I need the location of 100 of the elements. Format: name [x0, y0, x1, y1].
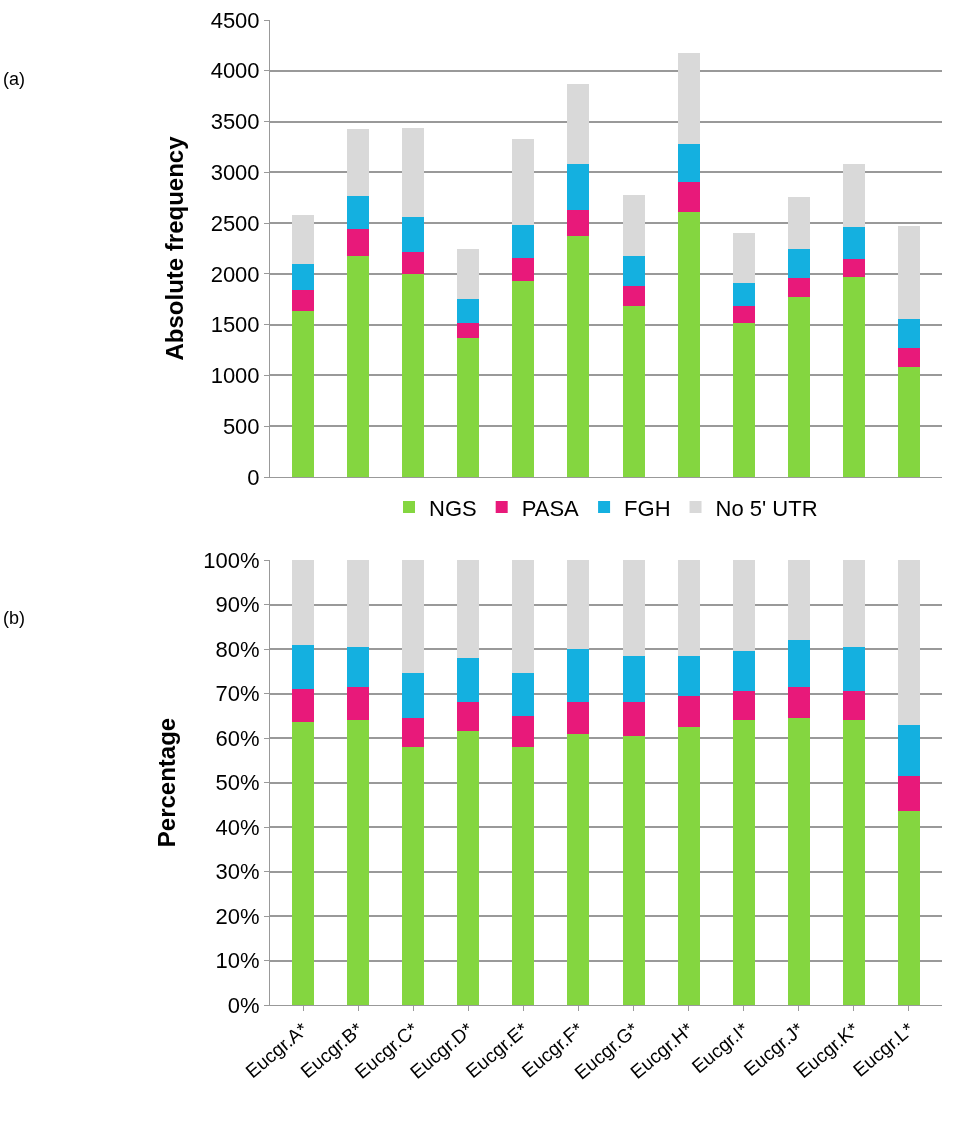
y-tick-label: 2000: [210, 261, 260, 287]
bar: [787, 248, 810, 278]
bar: [677, 211, 700, 477]
bar: [347, 255, 370, 477]
bar: [787, 686, 810, 718]
y-axis-title: Absolute frequency: [160, 135, 188, 361]
bar: [402, 251, 425, 274]
bar: [347, 128, 370, 196]
y-tick-label: 30%: [215, 859, 260, 885]
bar: [402, 560, 425, 674]
y-tick-label: 10%: [215, 948, 260, 974]
bar: [622, 255, 645, 287]
bar: [567, 236, 590, 477]
bar: [787, 196, 810, 249]
bar: [567, 164, 590, 210]
bar: [512, 560, 535, 674]
bar: [622, 655, 645, 703]
y-tick-label: 100%: [203, 547, 260, 573]
bar: [457, 322, 480, 338]
bar: [677, 695, 700, 727]
bar: [292, 689, 315, 723]
bar: [842, 720, 865, 1005]
bar: [402, 673, 425, 718]
bar: [897, 724, 920, 776]
bar: [622, 306, 645, 477]
bar: [457, 731, 480, 1005]
y-tick-label: 70%: [215, 681, 260, 707]
bar: [732, 283, 755, 307]
bar: [897, 560, 920, 725]
bar: [732, 322, 755, 477]
y-tick-label: 4500: [210, 7, 260, 33]
bar: [622, 194, 645, 256]
bar: [457, 248, 480, 300]
bar: [842, 560, 865, 647]
bar: [677, 52, 700, 144]
bar: [347, 229, 370, 256]
bar: [622, 286, 645, 307]
bar: [402, 127, 425, 218]
bar: [457, 337, 480, 477]
y-tick-label: 50%: [215, 770, 260, 796]
bar: [787, 297, 810, 477]
bar: [677, 143, 700, 183]
y-tick-label: 60%: [215, 725, 260, 751]
y-tick-label: 20%: [215, 903, 260, 929]
bar: [347, 560, 370, 647]
bar: [292, 722, 315, 1005]
bar: [292, 290, 315, 312]
bar: [512, 257, 535, 281]
bar: [347, 686, 370, 721]
bar: [732, 233, 755, 284]
bar: [512, 746, 535, 1005]
y-tick-label: 3500: [210, 109, 260, 135]
bar: [512, 715, 535, 747]
legend-label: NGS: [429, 495, 477, 521]
bar: [402, 717, 425, 747]
text: (a): [3, 69, 25, 89]
bar: [402, 217, 425, 252]
bar: [897, 226, 920, 319]
bar: [732, 306, 755, 323]
bar: [897, 367, 920, 477]
bar: [677, 655, 700, 696]
bar: [787, 640, 810, 687]
bar: [567, 702, 590, 734]
bar: [677, 182, 700, 212]
bar: [842, 276, 865, 477]
bar: [567, 209, 590, 237]
bar: [842, 227, 865, 259]
bar: [732, 691, 755, 721]
bar: [622, 735, 645, 1005]
bar: [897, 775, 920, 812]
bar: [292, 263, 315, 291]
bar: [567, 649, 590, 703]
legend-label: No 5' UTR: [715, 495, 818, 521]
bar: [842, 691, 865, 721]
y-tick-label: 3000: [210, 160, 260, 186]
bar: [402, 746, 425, 1005]
y-tick-label: 1000: [210, 363, 260, 389]
y-tick-label: 0: [247, 464, 260, 490]
bar: [402, 273, 425, 477]
bar: [787, 277, 810, 298]
bar: [347, 720, 370, 1005]
bar: [787, 717, 810, 1005]
y-axis-title: Percentage: [153, 717, 181, 848]
bar: [787, 560, 810, 641]
bar: [347, 646, 370, 687]
text: (b): [3, 608, 25, 628]
bar: [512, 673, 535, 716]
bar: [677, 726, 700, 1005]
bar: [842, 258, 865, 277]
bar: [897, 318, 920, 349]
bar: [347, 195, 370, 230]
bar: [842, 164, 865, 228]
bar: [567, 560, 590, 649]
bar: [622, 560, 645, 656]
bar: [567, 733, 590, 1005]
bar: [457, 560, 480, 658]
bar: [897, 348, 920, 368]
bar: [732, 651, 755, 692]
bar: [512, 281, 535, 477]
bar: [292, 311, 315, 477]
